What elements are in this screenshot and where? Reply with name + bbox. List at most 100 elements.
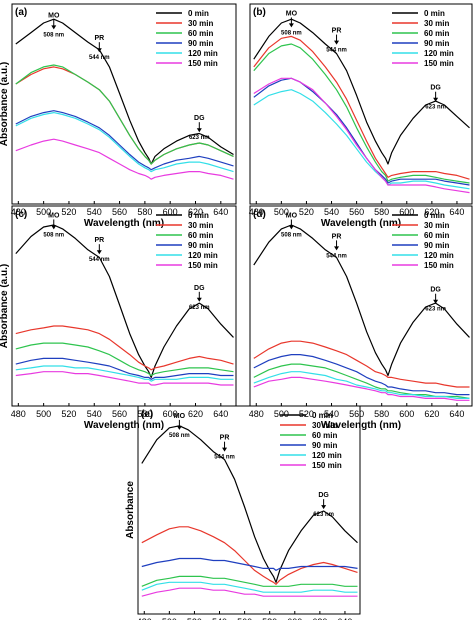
x-tick-label: 520 [187,617,202,620]
x-tick-label: 640 [337,617,352,620]
x-tick-label: 480 [249,207,264,217]
x-tick-label: 580 [374,409,389,419]
panel-d: (d)480 500 520 540 560 580 600 620 640Wavelength… [249,205,473,431]
panel-label: (c) [15,209,27,220]
peak-wavelength-label: 544 nm [89,257,110,263]
plot-frame [137,405,361,615]
legend-label-5: 150 min [312,461,342,470]
peak-arrow-head [433,299,439,304]
peak-label-pr: PR [94,237,104,244]
legend-label-4: 120 min [424,251,454,260]
x-tick-label: 480 [11,409,26,419]
panel-b: (b) 480 500 520 540 560 580 600 620 640 Wavelength… [249,3,473,229]
series-line-4 [141,581,358,593]
x-tick-label: 600 [163,409,178,419]
series-line-5 [253,77,470,194]
y-axis-label: Absorbance (a.u.) [0,62,10,146]
panel-e: (e)480500520540560580600620640Wavelength… [125,405,361,620]
peak-label-pr: PR [94,35,104,42]
y-axis-label: Absorbance [125,481,136,539]
x-tick-label: 580 [262,617,277,620]
legend-label-5: 150 min [188,59,218,68]
panel-label: (d) [253,209,266,220]
x-axis-label: Wavelength (nm) [321,420,401,431]
plot-frame [249,205,473,407]
x-tick-label: 640 [213,207,228,217]
x-tick-label: 540 [87,409,102,419]
x-tick-label: 520 [299,207,314,217]
legend-label-0: 0 min [188,211,209,220]
legend-label-1: 30 min [312,421,337,430]
peak-arrow-head [288,23,294,28]
series-line-5 [253,376,470,401]
x-tick-label: 480 [11,207,26,217]
plot-frame [249,3,473,205]
legend-label-4: 120 min [424,49,454,58]
peak-label-dg: DG [194,285,205,292]
legend-label-1: 30 min [424,19,449,28]
series-line-0 [15,224,234,378]
peak-wavelength-label: 544 nm [326,48,347,54]
peak-wavelength-label: 623 nm [189,305,210,311]
series-line-2 [141,575,358,587]
peak-wavelength-label: 623 nm [425,105,446,111]
legend-label-3: 90 min [424,39,449,48]
series-line-5 [141,587,358,597]
legend-label-3: 90 min [424,241,449,250]
legend-label-2: 60 min [424,29,449,38]
series-line-5 [15,371,234,386]
peak-arrow-head [176,425,182,430]
panel-a: (a) 480 500 520 540 560 580 600 620 640 Wavelength… [0,3,237,229]
x-tick-label: 500 [274,409,289,419]
x-axis-label: Wavelength (nm) [84,420,164,431]
series-line-3 [141,557,358,572]
legend-label-0: 0 min [424,211,445,220]
x-tick-label: 560 [112,207,127,217]
legend-label-5: 150 min [424,59,454,68]
x-tick-label: 640 [449,207,464,217]
peak-arrow-head [321,505,327,510]
series-line-2 [253,43,470,184]
x-tick-label: 500 [36,409,51,419]
series-line-0 [141,425,358,583]
panel-label: (b) [253,7,266,18]
legend-label-2: 60 min [424,231,449,240]
series-line-0 [253,224,470,377]
x-tick-label: 580 [374,207,389,217]
series-line-4 [253,89,470,190]
legend-label-5: 150 min [188,261,218,270]
peak-arrow-head [334,246,340,251]
peak-arrow-head [433,97,439,102]
x-tick-label: 620 [188,207,203,217]
legend-label-3: 90 min [188,39,213,48]
x-tick-label: 640 [449,409,464,419]
peak-label-dg: DG [194,115,205,122]
peak-wavelength-label: 623 nm [313,512,334,518]
legend-label-4: 120 min [312,451,342,460]
x-tick-label: 540 [324,207,339,217]
x-tick-label: 560 [237,617,252,620]
legend-label-2: 60 min [312,431,337,440]
peak-wavelength-label: 508 nm [43,32,64,38]
legend-label-4: 120 min [188,251,218,260]
y-axis-label: Absorbance (a.u.) [0,264,10,348]
legend-label-0: 0 min [188,9,209,18]
series-line-1 [253,340,470,388]
series-line-1 [15,325,234,371]
panel-label: (a) [15,7,27,18]
peak-arrow-head [96,250,102,255]
legend-label-5: 150 min [424,261,454,270]
x-tick-label: 540 [212,617,227,620]
legend-label-1: 30 min [188,221,213,230]
peak-wavelength-label: 508 nm [281,232,302,238]
peak-arrow-head [51,25,57,30]
series-line-1 [141,526,358,585]
x-tick-label: 560 [112,409,127,419]
peak-arrow-head [196,128,202,133]
peak-label-mo: MO [286,212,298,219]
x-tick-label: 520 [61,207,76,217]
peak-wavelength-label: 544 nm [89,55,110,61]
legend-label-3: 90 min [188,241,213,250]
series-line-3 [15,357,234,380]
series-line-4 [15,365,234,382]
